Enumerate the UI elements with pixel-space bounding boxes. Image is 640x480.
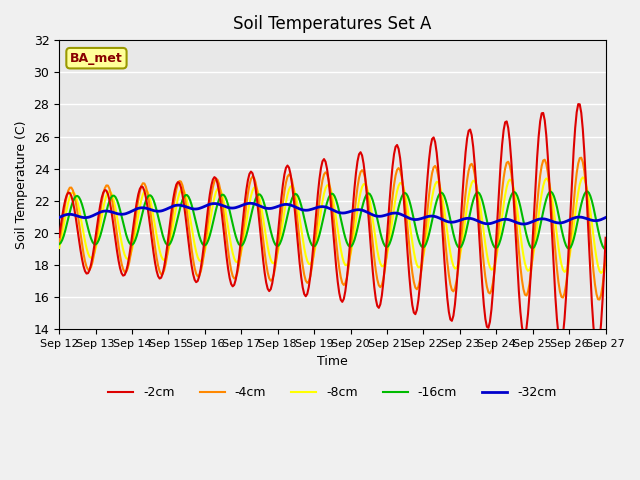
- Text: BA_met: BA_met: [70, 52, 123, 65]
- X-axis label: Time: Time: [317, 355, 348, 368]
- Y-axis label: Soil Temperature (C): Soil Temperature (C): [15, 120, 28, 249]
- Legend: -2cm, -4cm, -8cm, -16cm, -32cm: -2cm, -4cm, -8cm, -16cm, -32cm: [103, 381, 561, 404]
- Title: Soil Temperatures Set A: Soil Temperatures Set A: [233, 15, 431, 33]
